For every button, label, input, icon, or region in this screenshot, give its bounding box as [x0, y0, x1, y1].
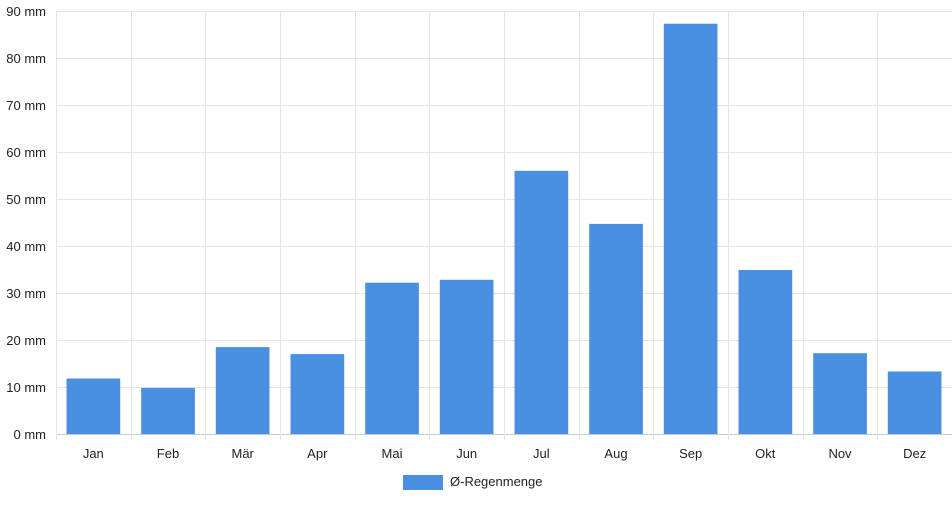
bar-jun [439, 279, 494, 434]
x-tick-label: Mär [232, 446, 255, 461]
bar-dez [887, 371, 942, 434]
x-tick-label: Dez [903, 446, 926, 461]
x-tick-label: Feb [157, 446, 179, 461]
bar-apr [290, 354, 345, 434]
bar-jan [66, 378, 121, 434]
x-tick-label: Aug [604, 446, 627, 461]
legend-swatch [403, 475, 443, 490]
y-tick-label: 60 mm [6, 145, 46, 160]
y-tick-label: 70 mm [6, 98, 46, 113]
x-tick-label: Jan [83, 446, 104, 461]
y-axis-ticks: 0 mm 10 mm 20 mm 30 mm 40 mm 50 mm 60 mm 70 mm 8… [6, 4, 46, 442]
grid [56, 11, 952, 440]
legend: Ø-Regenmenge [403, 474, 543, 490]
x-tick-label: Mai [382, 446, 403, 461]
y-tick-label: 30 mm [6, 286, 46, 301]
y-tick-label: 50 mm [6, 192, 46, 207]
bar-okt [738, 270, 793, 434]
bar-mai [365, 282, 419, 434]
bar-nov [813, 353, 867, 434]
y-tick-label: 40 mm [6, 239, 46, 254]
bar-feb [141, 387, 195, 434]
bar-mär [215, 347, 270, 434]
y-tick-label: 80 mm [6, 51, 46, 66]
bar-sep [663, 23, 718, 434]
x-tick-label: Nov [828, 446, 852, 461]
x-tick-label: Jun [456, 446, 477, 461]
x-axis-ticks: Jan Feb Mär Apr Mai Jun Jul Aug Sep Okt Nov Dez [83, 446, 926, 461]
bar-jul [514, 170, 569, 435]
x-tick-label: Jul [533, 446, 550, 461]
bar-aug [589, 223, 643, 434]
y-tick-label: 10 mm [6, 380, 46, 395]
y-tick-label: 0 mm [14, 427, 47, 442]
legend-label: Ø-Regenmenge [450, 474, 543, 489]
y-tick-label: 90 mm [6, 4, 46, 19]
x-tick-label: Okt [755, 446, 776, 461]
y-tick-label: 20 mm [6, 333, 46, 348]
x-tick-label: Sep [679, 446, 702, 461]
bars [66, 23, 942, 435]
x-tick-label: Apr [307, 446, 328, 461]
